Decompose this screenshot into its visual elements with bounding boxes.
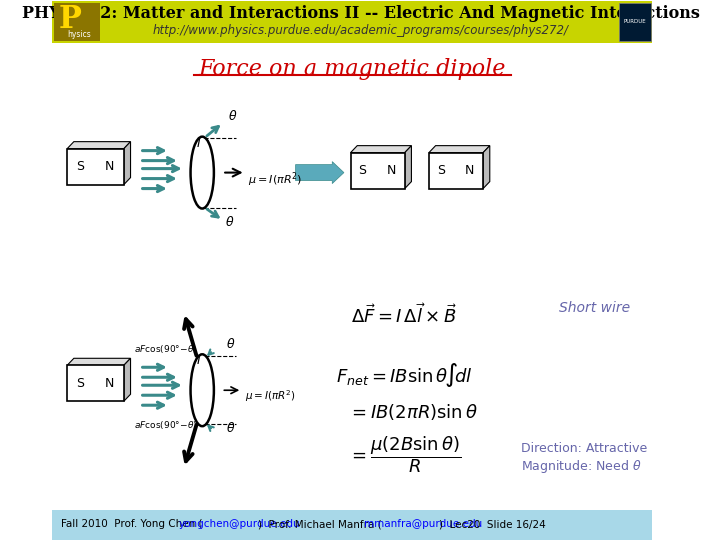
- Text: Magnitude: Need $\theta$: Magnitude: Need $\theta$: [521, 457, 641, 475]
- Text: Fall 2010  Prof. Yong Chen (: Fall 2010 Prof. Yong Chen (: [60, 519, 202, 529]
- Polygon shape: [124, 359, 130, 401]
- Text: $aF\cos(90°\!-\!\theta)$: $aF\cos(90°\!-\!\theta)$: [134, 419, 197, 431]
- Text: hysics: hysics: [67, 30, 91, 39]
- Text: PHYS 272: Matter and Interactions II -- Electric And Magnetic Interactions: PHYS 272: Matter and Interactions II -- …: [22, 5, 700, 22]
- Bar: [351, 153, 405, 188]
- Text: $\theta$: $\theta$: [226, 338, 235, 352]
- Bar: [52, 1, 652, 43]
- Text: N: N: [387, 164, 396, 177]
- Text: $aF\cos(90°\!-\!\theta)$: $aF\cos(90°\!-\!\theta)$: [134, 343, 197, 355]
- FancyArrow shape: [296, 161, 344, 184]
- Polygon shape: [67, 141, 130, 149]
- Text: N: N: [465, 164, 474, 177]
- Text: S: S: [76, 160, 84, 173]
- Polygon shape: [124, 141, 130, 185]
- Text: $\theta$: $\theta$: [226, 421, 235, 435]
- Text: P: P: [59, 4, 82, 35]
- Polygon shape: [483, 146, 490, 188]
- Text: $\mu = I(\pi R^2)$: $\mu = I(\pi R^2)$: [248, 171, 302, 189]
- Text: mmanfra@purdue.edu: mmanfra@purdue.edu: [364, 519, 482, 529]
- Text: http://www.physics.purdue.edu/academic_programs/courses/phys272/: http://www.physics.purdue.edu/academic_p…: [153, 24, 569, 37]
- Text: Force on a magnetic dipole: Force on a magnetic dipole: [199, 58, 506, 80]
- Text: yongchen@purdue.edu: yongchen@purdue.edu: [179, 519, 300, 529]
- Bar: [54, 3, 99, 41]
- Polygon shape: [429, 146, 490, 153]
- Bar: [429, 153, 483, 188]
- Polygon shape: [405, 146, 411, 188]
- Text: PURDUE: PURDUE: [624, 19, 646, 24]
- Text: Short wire: Short wire: [559, 301, 630, 315]
- Text: $\mu = I(\pi R^2)$: $\mu = I(\pi R^2)$: [245, 388, 296, 404]
- Text: $\Delta\vec{F} = I\,\Delta\vec{l}\times\vec{B}$: $\Delta\vec{F} = I\,\Delta\vec{l}\times\…: [351, 303, 457, 327]
- Text: Direction: Attractive: Direction: Attractive: [521, 442, 647, 455]
- Bar: [67, 365, 124, 401]
- Text: )  Lec20  Slide 16/24: ) Lec20 Slide 16/24: [439, 519, 546, 529]
- Text: N: N: [105, 160, 114, 173]
- Bar: [619, 3, 651, 41]
- Text: S: S: [437, 164, 445, 177]
- Text: S: S: [359, 164, 366, 177]
- Text: $= \dfrac{\mu(2B\sin\theta)}{R}$: $= \dfrac{\mu(2B\sin\theta)}{R}$: [348, 435, 462, 475]
- Bar: [67, 148, 124, 185]
- Text: $\theta$: $\theta$: [225, 214, 234, 228]
- Text: $F_{net} = IB\sin\theta\!\int\!dl$: $F_{net} = IB\sin\theta\!\int\!dl$: [336, 361, 472, 389]
- Text: I: I: [197, 354, 200, 367]
- Polygon shape: [351, 146, 411, 153]
- Bar: [52, 510, 652, 540]
- Text: I: I: [197, 137, 200, 150]
- Text: S: S: [76, 377, 84, 390]
- Text: $\theta$: $\theta$: [228, 109, 238, 123]
- Polygon shape: [67, 359, 130, 365]
- Text: N: N: [105, 377, 114, 390]
- Text: )  Prof. Michael Manfra (: ) Prof. Michael Manfra (: [258, 519, 382, 529]
- Text: $= IB(2\pi R)\sin\theta$: $= IB(2\pi R)\sin\theta$: [348, 402, 478, 422]
